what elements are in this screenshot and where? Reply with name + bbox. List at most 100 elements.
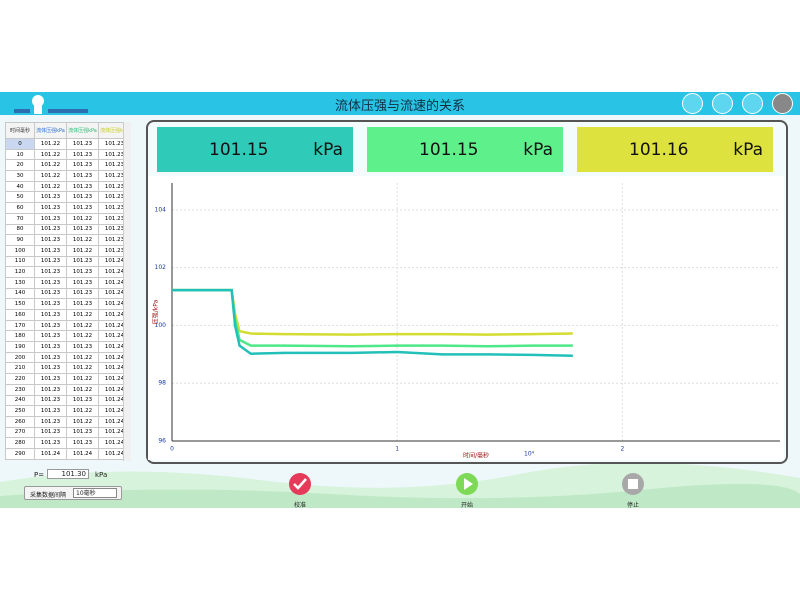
table-cell: 0 [5,138,35,150]
x-axis-exponent: 10⁴ [524,451,535,458]
table-row: 190 101.23 101.23 101.24 [5,341,131,353]
table-cell: 101.23 [34,330,67,343]
readout-value: 101.15 [419,140,479,160]
table-cell: 101.23 [34,223,67,236]
info-button[interactable] [742,93,763,114]
table-cell: 101.22 [66,330,99,343]
table-row: 250 101.23 101.22 101.24 [5,405,131,417]
table-cell: 101.22 [34,159,67,172]
app-window: 流体压强与流速的关系 时间毫秒 流体压强kPa 流体压强kPa 流体压强kPa 0 101… [0,92,800,508]
logo [14,95,88,114]
table-row: 20 101.22 101.23 101.23 [5,159,131,172]
y-axis-label: 压强/kPa [153,299,160,324]
table-cell: 101.23 [34,266,67,278]
table-row: 110 101.23 101.23 101.24 [5,255,131,268]
window-title: 流体压强与流速的关系 [334,99,465,114]
scrollbar[interactable] [123,122,131,461]
table-cell: 30 [5,170,35,182]
table-row: 210 101.23 101.22 101.24 [5,362,131,375]
table-cell: 290 [5,447,35,460]
table-cell: 101.23 [66,426,99,439]
camera-button[interactable] [712,93,733,114]
table-row: 80 101.23 101.23 101.23 [5,223,131,236]
stop-button[interactable] [621,472,645,496]
table-row: 180 101.23 101.22 101.24 [5,330,131,343]
readout: 101.15 kPa [367,127,563,172]
table-cell: 101.23 [34,255,67,268]
table-cell: 280 [5,437,35,449]
table-row: 10 101.22 101.23 101.23 [5,148,131,161]
table-cell: 101.23 [66,255,99,268]
x-tick-label: 2 [620,446,624,453]
table-cell: 160 [5,309,35,321]
table-header-row: 时间毫秒 流体压强kPa 流体压强kPa 流体压强kPa [5,122,131,139]
readout-unit: kPa [523,140,553,160]
chart: 96 98 100 102 104 0 1 2 压强/kPa 时间/毫秒 10⁴ [148,176,784,460]
table-cell: 200 [5,351,35,364]
table-row: 120 101.23 101.23 101.24 [5,266,131,278]
table-cell: 101.24 [66,447,99,460]
table-cell: 101.23 [34,287,67,300]
readout: 101.15 kPa [157,127,353,172]
table-cell: 250 [5,405,35,417]
start-button[interactable] [455,472,479,496]
settings-button[interactable] [772,93,793,114]
y-tick-label: 96 [158,438,166,445]
table-cell: 101.23 [34,244,67,257]
table-cell: 101.23 [66,276,99,289]
table-cell: 101.23 [34,234,67,246]
table-cell: 101.23 [66,341,99,353]
table-cell: 101.23 [34,212,67,225]
table-row: 170 101.23 101.22 101.24 [5,319,131,332]
background-hills [0,462,800,508]
table-cell: 101.23 [34,191,67,204]
table-cell: 50 [5,191,35,204]
table-cell: 101.23 [34,437,67,449]
table-cell: 101.22 [66,319,99,332]
table-cell: 101.23 [34,351,67,364]
table-cell: 240 [5,394,35,407]
table-cell: 70 [5,212,35,225]
table-cell: 101.23 [66,223,99,236]
table-cell: 101.23 [66,266,99,278]
table-cell: 101.24 [34,447,67,460]
table-cell: 180 [5,330,35,343]
table-cell: 101.23 [34,341,67,353]
readout-unit: kPa [313,140,343,160]
readout: 101.16 kPa [577,127,773,172]
readout-value: 101.16 [629,140,689,160]
table-row: 30 101.22 101.23 101.23 [5,170,131,182]
y-tick-label: 104 [155,206,167,213]
table-cell: 101.23 [66,170,99,182]
table-cell: 101.23 [34,309,67,321]
column-header: 流体压强kPa [98,122,131,139]
home-button[interactable] [682,93,703,114]
table-row: 290 101.24 101.24 101.24 [5,447,131,460]
x-tick-label: 1 [395,446,399,453]
table-cell: 101.23 [66,159,99,172]
pressure-input[interactable]: 101.30 [47,469,89,479]
table-cell: 110 [5,255,35,268]
table-cell: 101.23 [66,191,99,204]
table-row: 260 101.23 101.22 101.24 [5,415,131,428]
button-label: 停止 [626,502,639,508]
table-row: 150 101.23 101.23 101.24 [5,298,131,310]
table-row: 40 101.22 101.23 101.23 [5,180,131,193]
y-tick-label: 102 [155,264,167,271]
table-cell: 101.22 [66,309,99,321]
button-label: 开始 [460,502,473,508]
table-cell: 101.22 [66,244,99,257]
table-row: 160 101.23 101.22 101.24 [5,309,131,321]
table-row: 100 101.23 101.22 101.23 [5,244,131,257]
data-table: 时间毫秒 流体压强kPa 流体压强kPa 流体压强kPa 0 101.22 101.23 10… [5,122,131,460]
table-cell: 101.22 [66,373,99,385]
table-row: 130 101.23 101.23 101.24 [5,276,131,289]
interval-select[interactable]: 10毫秒 [73,488,117,498]
table-cell: 101.22 [66,351,99,364]
button-label: 校准 [293,502,306,508]
table-cell: 101.23 [34,319,67,332]
calibrate-button[interactable] [288,472,312,496]
table-cell: 120 [5,266,35,278]
table-cell: 101.22 [66,383,99,396]
